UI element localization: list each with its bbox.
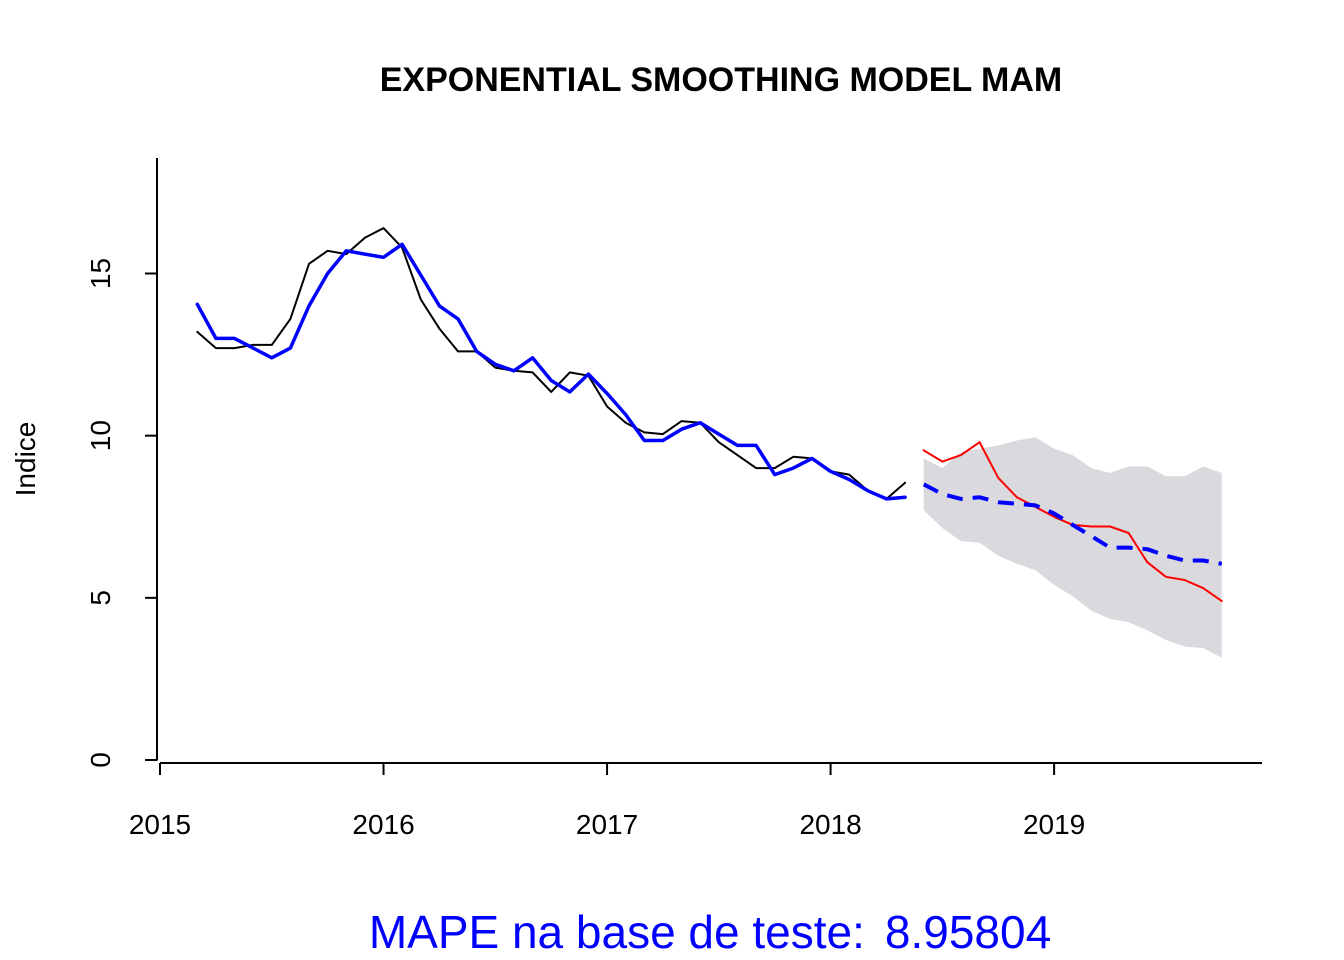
prediction-interval-layer xyxy=(923,437,1222,658)
prediction-interval-band xyxy=(923,437,1222,658)
x-tick-label-2018: 2018 xyxy=(799,809,861,840)
x-tick-label-2017: 2017 xyxy=(576,809,638,840)
series-layer xyxy=(195,227,1223,603)
y-tick-label-0: 0 xyxy=(85,752,116,768)
x-tick-label-2016: 2016 xyxy=(352,809,414,840)
actual-series-line xyxy=(196,227,907,500)
y-tick-label-5: 5 xyxy=(85,590,116,606)
mape-caption: MAPE na base de teste: 8.95804 xyxy=(369,906,1051,958)
mape-caption-value: 8.95804 xyxy=(885,906,1051,958)
axes-layer: 2015 2016 2017 2018 2019 0 5 10 15 xyxy=(85,158,1262,840)
chart-title: EXPONENTIAL SMOOTHING MODEL MAM xyxy=(380,61,1063,99)
y-axis-label: Indice xyxy=(10,422,41,497)
fitted-series-line xyxy=(195,242,907,501)
x-tick-label-2015: 2015 xyxy=(129,809,191,840)
y-tick-label-15: 15 xyxy=(85,258,116,289)
mape-caption-label: MAPE na base de teste: xyxy=(369,906,865,958)
y-tick-label-10: 10 xyxy=(85,420,116,451)
x-tick-label-2019: 2019 xyxy=(1023,809,1085,840)
forecast-series-line xyxy=(922,482,1223,566)
